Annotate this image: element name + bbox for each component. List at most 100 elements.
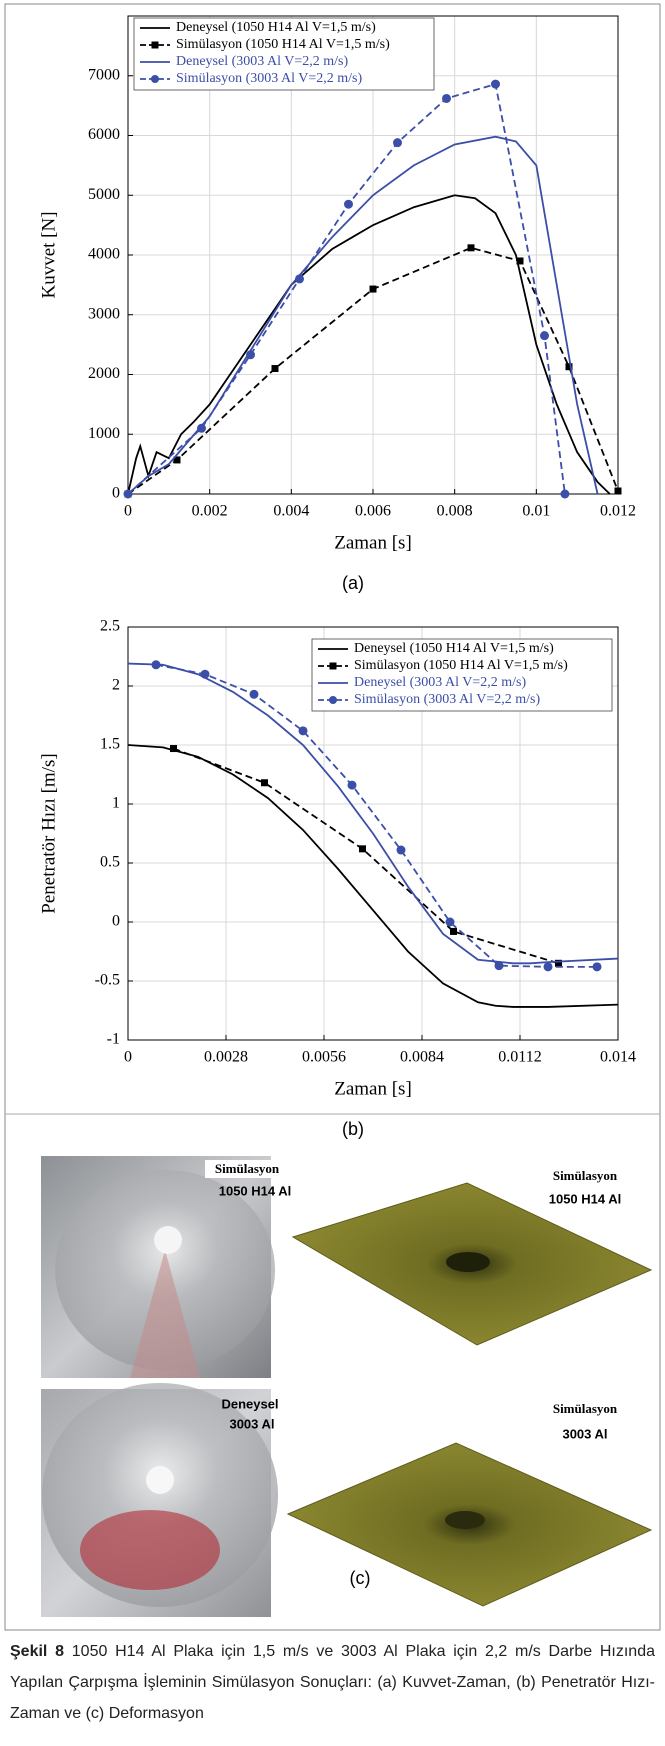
marker <box>295 274 304 284</box>
y-tick-label: 7000 <box>88 66 120 83</box>
y-tick-label: -1 <box>107 1031 120 1048</box>
legend-marker <box>151 75 159 83</box>
marker <box>491 79 500 89</box>
caption-text: 1050 H14 Al Plaka için 1,5 m/s ve 3003 A… <box>10 1643 656 1722</box>
y-tick-label: 2000 <box>88 365 120 382</box>
legend-box <box>311 638 613 712</box>
x-tick-label: 0.0084 <box>400 1049 444 1066</box>
marker <box>271 365 279 373</box>
caption-label: Şekil 8 <box>10 1643 65 1660</box>
plot-frame <box>127 15 619 495</box>
sim-title: Simülasyon <box>553 1401 618 1416</box>
marker <box>369 285 377 293</box>
x-tick-label: 0.006 <box>355 503 391 520</box>
legend-box <box>133 17 435 91</box>
marker <box>151 660 161 670</box>
legend-label: Deneysel (1050 H14 Al V=1,5 m/s) <box>176 20 376 35</box>
y-tick-label: 1 <box>112 795 120 812</box>
x-tick-label: 0.014 <box>600 1049 636 1066</box>
plot-frame <box>127 626 619 1041</box>
marker <box>543 962 553 972</box>
marker <box>494 961 504 971</box>
panel-label: (a) <box>342 573 364 593</box>
marker <box>555 959 562 967</box>
y-tick-label: -0.5 <box>95 972 120 989</box>
legend-marker <box>151 41 159 49</box>
figure-frame <box>4 3 661 1631</box>
marker <box>344 199 353 209</box>
sim-material: 3003 Al <box>562 1426 607 1441</box>
marker <box>347 780 357 790</box>
photo-material: 3003 Al <box>229 1416 274 1431</box>
x-tick-label: 0.0028 <box>204 1049 248 1066</box>
marker <box>560 489 570 499</box>
x-tick-label: 0.01 <box>522 503 550 520</box>
y-tick-label: 0 <box>112 485 120 502</box>
marker <box>123 489 133 499</box>
y-tick-label: 1000 <box>88 425 120 442</box>
marker <box>516 257 524 265</box>
x-tick-label: 0.002 <box>192 503 228 520</box>
marker <box>450 927 457 935</box>
y-tick-label: 6000 <box>88 126 120 143</box>
marker <box>170 745 177 753</box>
series-line <box>127 82 566 495</box>
x-tick-label: 0.004 <box>273 503 309 520</box>
legend-label: Simülasyon (1050 H14 Al V=1,5 m/s) <box>354 658 568 673</box>
marker <box>614 487 622 495</box>
series-line <box>127 194 611 495</box>
figure: 0 0.002 0.004 0.006 0.008 0.01 0.012 0 1000 2000 3… <box>4 3 661 1631</box>
marker <box>565 363 573 371</box>
photo-title: Deneysel <box>221 1396 278 1411</box>
marker <box>173 456 181 464</box>
legend-marker <box>329 696 337 704</box>
legend-label: Simülasyon (3003 Al V=2,2 m/s) <box>176 71 362 86</box>
simulation-1050: Simülasyon 1050 H14 Al <box>291 1168 653 1346</box>
marker <box>246 350 255 360</box>
legend-marker <box>329 662 337 670</box>
marker <box>200 669 210 679</box>
x-axis-label: Zaman [s] <box>334 1078 412 1099</box>
charts: 0 0.002 0.004 0.006 0.008 0.01 0.012 0 1000 2000 3… <box>38 15 636 1139</box>
series-line <box>127 135 599 495</box>
x-axis-label: Zaman [s] <box>334 532 412 553</box>
marker <box>467 244 475 252</box>
photo-title: Simülasyon <box>215 1161 280 1176</box>
caption: Şekil 8 1050 H14 Al Plaka için 1,5 m/s v… <box>10 1636 655 1729</box>
photo-3003: Deneysel 3003 Al <box>41 1383 279 1617</box>
marker <box>445 917 455 927</box>
legend-label: Simülasyon (1050 H14 Al V=1,5 m/s) <box>176 37 390 52</box>
x-tick-label: 0.0056 <box>302 1049 346 1066</box>
x-tick-label: 0.0112 <box>498 1049 541 1066</box>
x-tick-label: 0.008 <box>437 503 473 520</box>
sim-title: Simülasyon <box>553 1168 618 1183</box>
x-tick-label: 0.012 <box>600 503 636 520</box>
y-axis-label: Kuvvet [N] <box>38 211 59 298</box>
marker <box>261 779 268 787</box>
series-line <box>127 246 619 495</box>
y-tick-label: 3000 <box>88 305 120 322</box>
y-tick-label: 4000 <box>88 246 120 263</box>
series-line <box>155 663 597 968</box>
y-tick-label: 2 <box>112 677 120 694</box>
x-tick-label: 0 <box>124 1049 132 1066</box>
y-tick-label: 0 <box>112 913 120 930</box>
simulation-3003: Simülasyon 3003 Al <box>286 1401 653 1607</box>
series-line <box>127 662 619 965</box>
y-tick-label: 2.5 <box>100 618 120 635</box>
photo-material: 1050 H14 Al <box>219 1183 292 1198</box>
panel-label: (b) <box>342 1119 364 1139</box>
marker <box>540 331 549 341</box>
photo-1050: Simülasyon 1050 H14 Al <box>41 1156 291 1378</box>
y-tick-label: 0.5 <box>100 854 120 871</box>
marker <box>442 93 451 103</box>
marker <box>359 845 366 853</box>
legend-label: Simülasyon (3003 Al V=2,2 m/s) <box>354 692 540 707</box>
legend-label: Deneysel (3003 Al V=2,2 m/s) <box>176 54 348 69</box>
y-axis-label: Penetratör Hızı [m/s] <box>38 753 59 913</box>
legend-label: Deneysel (3003 Al V=2,2 m/s) <box>354 675 526 690</box>
x-tick-label: 0 <box>124 503 132 520</box>
series-line <box>173 747 559 965</box>
marker <box>298 726 308 736</box>
